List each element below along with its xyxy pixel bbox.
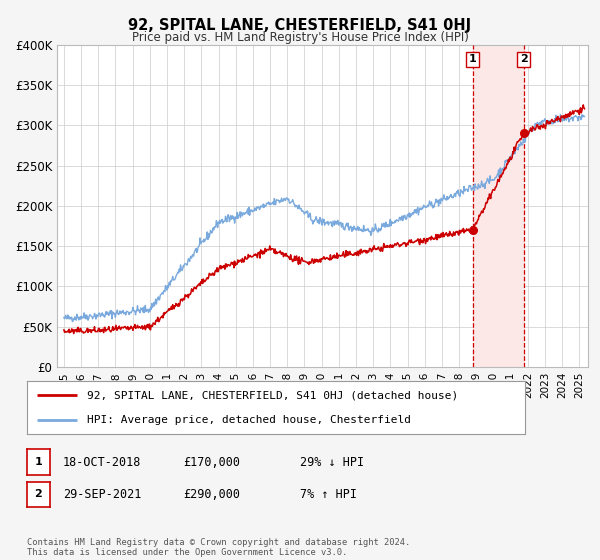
Text: 92, SPITAL LANE, CHESTERFIELD, S41 0HJ: 92, SPITAL LANE, CHESTERFIELD, S41 0HJ <box>128 18 472 33</box>
Text: 18-OCT-2018: 18-OCT-2018 <box>63 455 142 469</box>
Text: 7% ↑ HPI: 7% ↑ HPI <box>300 488 357 501</box>
Text: Price paid vs. HM Land Registry's House Price Index (HPI): Price paid vs. HM Land Registry's House … <box>131 31 469 44</box>
Bar <box>473 45 524 367</box>
Text: £170,000: £170,000 <box>183 455 240 469</box>
Text: 92, SPITAL LANE, CHESTERFIELD, S41 0HJ (detached house): 92, SPITAL LANE, CHESTERFIELD, S41 0HJ (… <box>87 390 458 400</box>
Text: 29-SEP-2021: 29-SEP-2021 <box>63 488 142 501</box>
Text: £290,000: £290,000 <box>183 488 240 501</box>
Text: 2: 2 <box>520 54 527 64</box>
Text: 1: 1 <box>35 457 42 467</box>
Text: 2: 2 <box>35 489 42 500</box>
Text: 29% ↓ HPI: 29% ↓ HPI <box>300 455 364 469</box>
Text: HPI: Average price, detached house, Chesterfield: HPI: Average price, detached house, Ches… <box>87 414 411 424</box>
Text: Contains HM Land Registry data © Crown copyright and database right 2024.
This d: Contains HM Land Registry data © Crown c… <box>27 538 410 557</box>
Text: 1: 1 <box>469 54 476 64</box>
